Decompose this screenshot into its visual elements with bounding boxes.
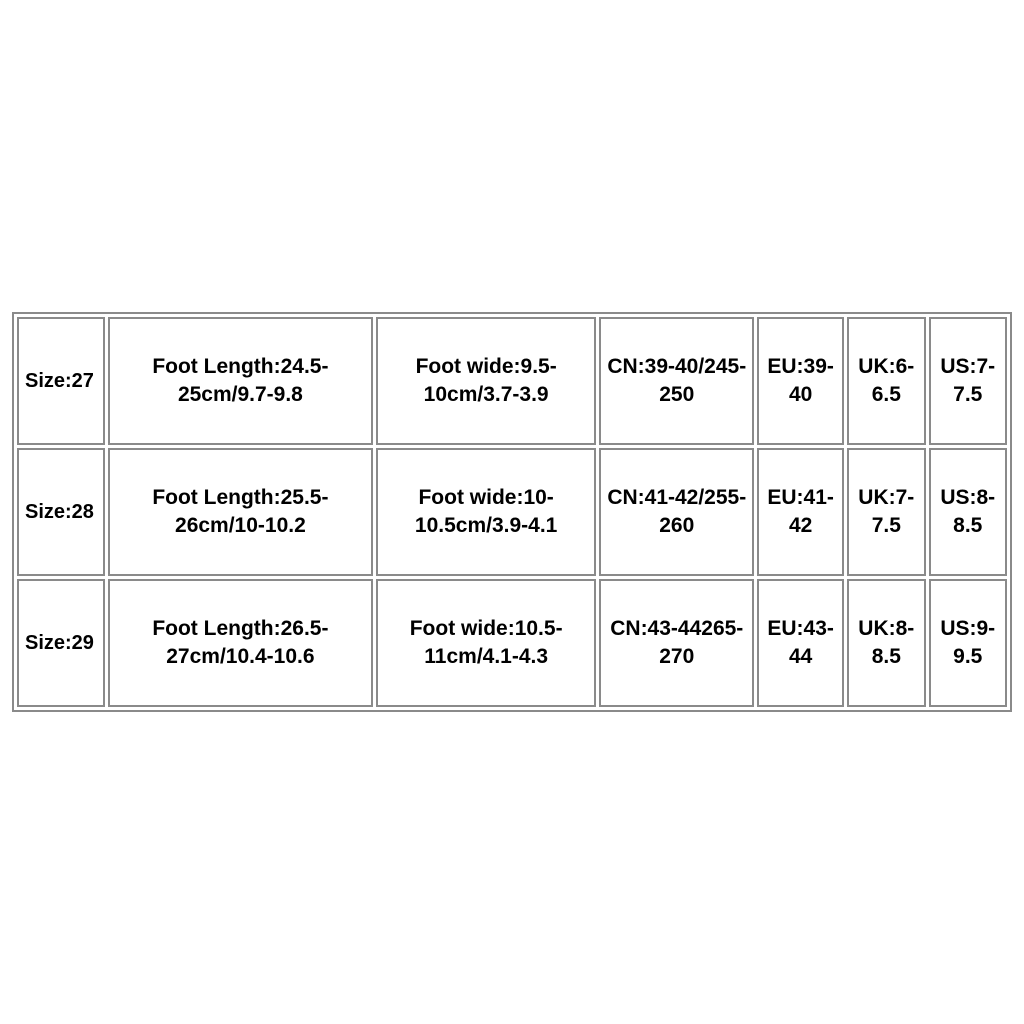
cell-uk: UK:7-7.5 (847, 448, 925, 576)
cell-eu: EU:43-44 (757, 579, 844, 707)
size-chart-table: Size:27 Foot Length:24.5-25cm/9.7-9.8 Fo… (14, 314, 1010, 710)
cell-foot-length: Foot Length:24.5-25cm/9.7-9.8 (108, 317, 373, 445)
cell-eu: EU:39-40 (757, 317, 844, 445)
cell-foot-wide: Foot wide:10.5-11cm/4.1-4.3 (376, 579, 596, 707)
table-row: Size:29 Foot Length:26.5-27cm/10.4-10.6 … (17, 579, 1007, 707)
cell-uk: UK:8-8.5 (847, 579, 925, 707)
cell-foot-length: Foot Length:25.5-26cm/10-10.2 (108, 448, 373, 576)
size-chart-wrapper: Size:27 Foot Length:24.5-25cm/9.7-9.8 Fo… (12, 312, 1012, 712)
cell-uk: UK:6-6.5 (847, 317, 925, 445)
cell-us: US:7-7.5 (929, 317, 1007, 445)
cell-eu: EU:41-42 (757, 448, 844, 576)
cell-cn: CN:39-40/245-250 (599, 317, 754, 445)
cell-size: Size:28 (17, 448, 105, 576)
cell-size: Size:29 (17, 579, 105, 707)
table-row: Size:28 Foot Length:25.5-26cm/10-10.2 Fo… (17, 448, 1007, 576)
cell-foot-wide: Foot wide:10-10.5cm/3.9-4.1 (376, 448, 596, 576)
cell-us: US:9-9.5 (929, 579, 1007, 707)
cell-size: Size:27 (17, 317, 105, 445)
cell-foot-length: Foot Length:26.5-27cm/10.4-10.6 (108, 579, 373, 707)
cell-us: US:8-8.5 (929, 448, 1007, 576)
table-row: Size:27 Foot Length:24.5-25cm/9.7-9.8 Fo… (17, 317, 1007, 445)
cell-cn: CN:43-44265-270 (599, 579, 754, 707)
cell-cn: CN:41-42/255-260 (599, 448, 754, 576)
cell-foot-wide: Foot wide:9.5-10cm/3.7-3.9 (376, 317, 596, 445)
